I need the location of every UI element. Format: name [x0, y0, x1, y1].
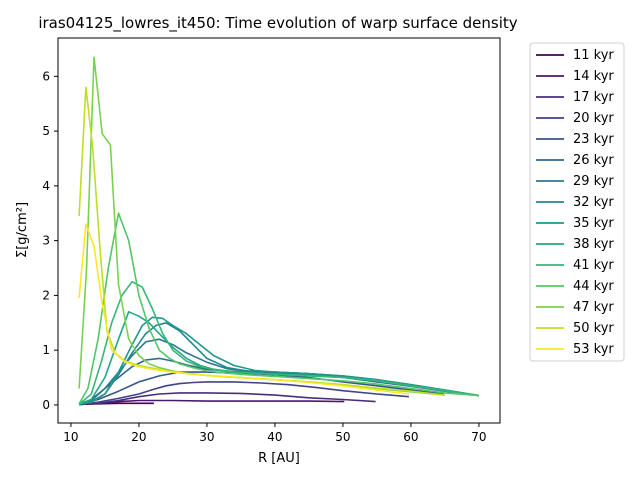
legend-label: 23 kyr: [573, 132, 614, 147]
legend-label: 11 kyr: [573, 48, 614, 63]
x-tick-label: 40: [267, 430, 282, 444]
legend-label: 26 kyr: [573, 153, 614, 168]
series-line-53-kyr: [78, 223, 409, 395]
legend-label: 20 kyr: [573, 111, 614, 126]
y-tick-label: 3: [42, 234, 50, 248]
series-line-44-kyr: [78, 212, 479, 405]
y-tick-label: 1: [42, 343, 50, 357]
x-tick-label: 30: [199, 430, 214, 444]
legend-label: 53 kyr: [573, 342, 614, 357]
x-axis: 10 20 30 40 50 60 70: [63, 423, 487, 444]
x-tick-label: 70: [471, 430, 486, 444]
series-line-35-kyr: [78, 316, 480, 406]
series-line-17-kyr: [79, 392, 376, 406]
x-tick-label: 60: [403, 430, 418, 444]
y-tick-label: 2: [42, 288, 50, 302]
series-line-20-kyr: [79, 381, 409, 406]
legend-label: 44 kyr: [573, 279, 614, 294]
x-tick-label: 10: [63, 430, 78, 444]
series-line-41-kyr: [78, 280, 480, 406]
x-tick-label: 20: [131, 430, 146, 444]
y-tick-label: 4: [42, 179, 50, 193]
legend-label: 29 kyr: [573, 174, 614, 189]
series-line-47-kyr: [78, 56, 445, 396]
legend-label: 41 kyr: [573, 258, 614, 273]
legend-label: 14 kyr: [573, 69, 614, 84]
x-tick-label: 50: [335, 430, 350, 444]
legend-label: 47 kyr: [573, 300, 614, 315]
y-axis-label: Σ[g/cm²]: [15, 202, 30, 258]
legend-label: 35 kyr: [573, 216, 614, 231]
y-tick-label: 6: [42, 69, 50, 83]
y-axis: 0 1 2 3 4 5 6: [42, 69, 58, 412]
x-axis-label: R [AU]: [258, 451, 300, 466]
legend-label: 32 kyr: [573, 195, 614, 210]
legend-label: 17 kyr: [573, 90, 614, 105]
legend-items: 11 kyr 14 kyr 17 kyr 20 kyr 23 kyr 26 kyr 29 k…: [536, 48, 614, 357]
series-line-50-kyr: [78, 86, 444, 396]
legend-label: 38 kyr: [573, 237, 614, 252]
chart-title: iras04125_lowres_it450: Time evolution o…: [38, 14, 517, 33]
series-line-23-kyr: [78, 371, 444, 406]
y-tick-label: 5: [42, 124, 50, 138]
legend-label: 50 kyr: [573, 321, 614, 336]
axes-frame: [57, 37, 501, 424]
y-tick-label: 0: [42, 398, 50, 412]
plot-area: [78, 56, 480, 406]
series-line-26-kyr: [78, 357, 480, 406]
legend: 11 kyr 14 kyr 17 kyr 20 kyr 23 kyr 26 kyr 29 k…: [529, 42, 625, 362]
legend-box: [529, 42, 625, 362]
